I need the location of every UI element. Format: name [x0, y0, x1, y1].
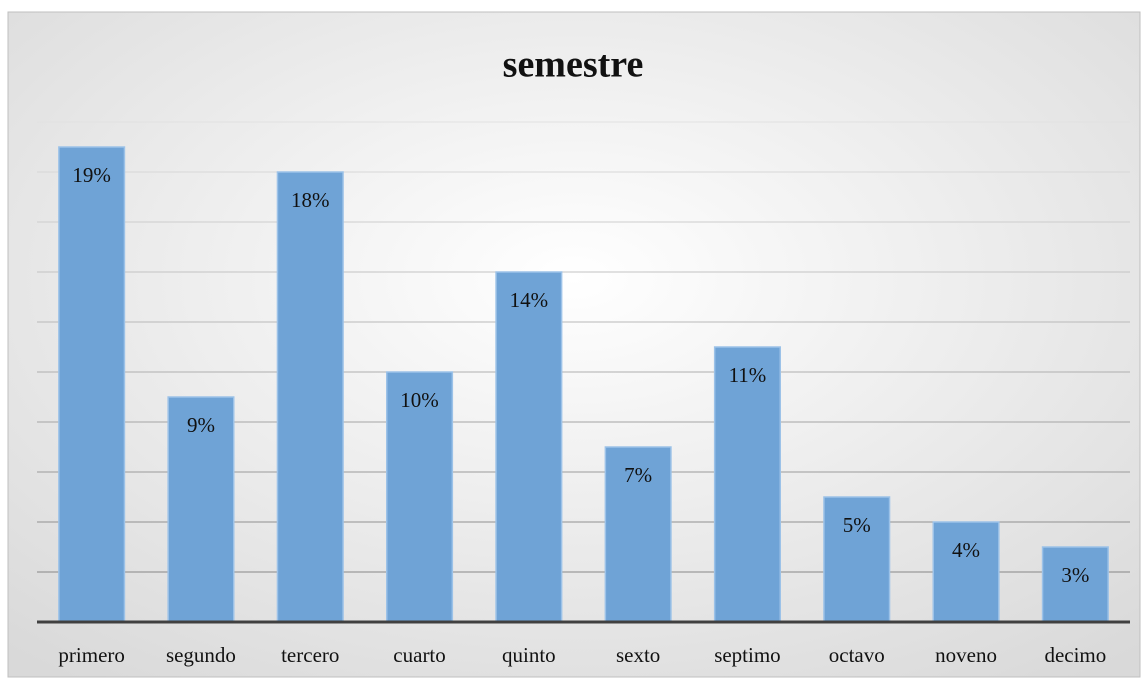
value-label: 7%	[624, 463, 652, 487]
x-tick-label: segundo	[166, 643, 236, 667]
value-label: 10%	[400, 388, 439, 412]
x-tick-label: primero	[58, 643, 124, 667]
bar	[823, 496, 891, 623]
x-tick-label: octavo	[829, 643, 885, 667]
bar	[386, 371, 454, 623]
bar	[58, 146, 126, 623]
x-tick-label: noveno	[935, 643, 997, 667]
x-tick-label: tercero	[281, 643, 339, 667]
x-tick-label: quinto	[502, 643, 556, 667]
value-label: 11%	[729, 363, 767, 387]
x-tick-label: decimo	[1044, 643, 1106, 667]
x-tick-label: sexto	[616, 643, 660, 667]
value-label: 5%	[843, 513, 871, 537]
x-tick-label: septimo	[714, 643, 781, 667]
bar	[932, 521, 1000, 623]
value-label: 4%	[952, 538, 980, 562]
bar	[713, 346, 781, 623]
bar	[276, 171, 344, 623]
value-label: 9%	[187, 413, 215, 437]
chart-title: semestre	[503, 44, 644, 86]
bar	[495, 271, 563, 623]
value-label: 19%	[72, 163, 111, 187]
x-tick-label: cuarto	[393, 643, 445, 667]
bar	[604, 446, 672, 623]
value-label: 18%	[291, 188, 330, 212]
bar	[1041, 546, 1109, 623]
value-label: 3%	[1061, 563, 1089, 587]
bar	[167, 396, 235, 623]
value-label: 14%	[510, 288, 549, 312]
